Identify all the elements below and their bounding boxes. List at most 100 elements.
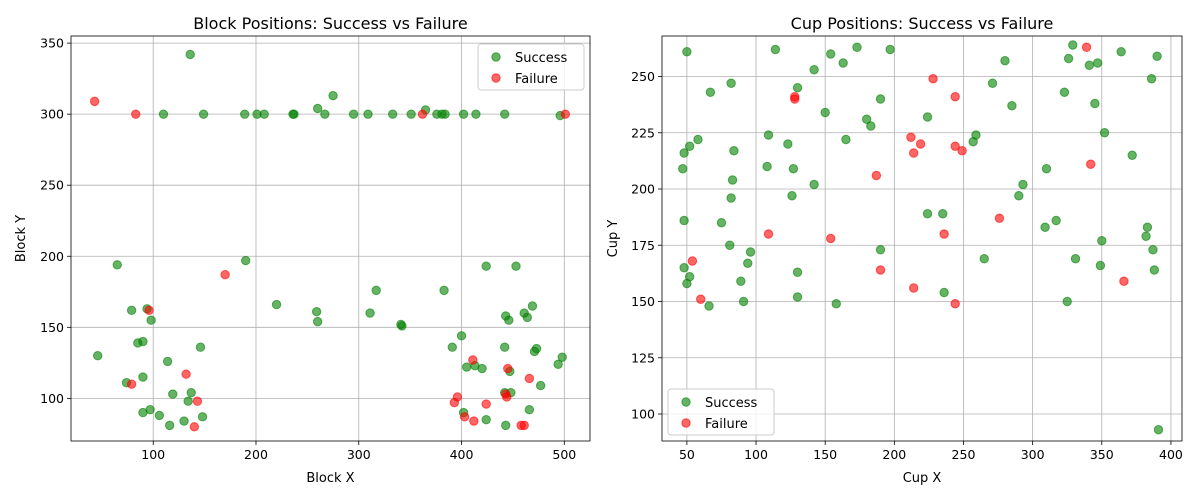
failure-point	[468, 355, 478, 365]
success-point	[522, 312, 533, 323]
failure-point	[144, 305, 154, 315]
success-point	[371, 285, 381, 296]
failure-point	[220, 270, 230, 280]
x-tick-label: 400	[450, 447, 474, 462]
failure-point	[131, 109, 141, 119]
failure-point	[696, 294, 706, 304]
chart-title: Block Positions: Success vs Failure	[193, 14, 468, 33]
failure-point	[503, 363, 513, 374]
failure-point	[826, 233, 836, 244]
legend: Success Failure	[477, 43, 585, 91]
failure-point	[1119, 276, 1129, 286]
success-point	[979, 254, 989, 264]
success-point	[481, 414, 491, 425]
legend-marker-failure	[491, 73, 501, 83]
success-point	[838, 58, 848, 68]
success-point	[1092, 58, 1103, 68]
success-point	[93, 351, 103, 361]
success-point	[320, 109, 330, 119]
success-point	[820, 107, 830, 118]
success-point	[1059, 87, 1070, 97]
failure-point	[502, 392, 512, 402]
success-point	[146, 315, 156, 325]
failure-point	[459, 412, 470, 422]
success-point	[679, 215, 689, 226]
success-point	[971, 130, 981, 140]
success-point	[499, 109, 510, 119]
y-tick-label: 250	[631, 69, 655, 84]
x-axis-label: Block X	[306, 471, 354, 486]
failure-point	[89, 96, 100, 107]
failure-point	[469, 416, 479, 426]
success-point	[783, 139, 793, 149]
success-point	[185, 49, 195, 60]
success-point	[922, 209, 933, 219]
success-point	[729, 146, 739, 156]
success-point	[311, 306, 322, 317]
success-point	[792, 83, 803, 93]
x-tick-label: 100	[744, 447, 768, 462]
success-point	[841, 134, 851, 145]
success-point	[387, 109, 398, 119]
x-tick-label: 200	[244, 447, 268, 462]
success-point	[241, 255, 251, 266]
x-tick-label: 300	[1021, 447, 1045, 462]
legend-label-failure: Failure	[705, 417, 748, 432]
success-point	[826, 49, 836, 59]
success-point	[501, 420, 511, 431]
success-point	[1090, 98, 1100, 109]
legend-label-success: Success	[515, 51, 568, 66]
success-point	[1041, 164, 1052, 174]
x-tick-label: 150	[813, 447, 837, 462]
chart-panel-1: 100 200 300 400 500 100 150 200 250 300 350 Block P…	[14, 14, 591, 486]
success-point	[504, 315, 514, 325]
success-point	[678, 164, 688, 174]
success-point	[939, 287, 949, 298]
success-point	[195, 342, 206, 352]
success-point	[112, 260, 122, 270]
success-point	[406, 109, 416, 119]
y-tick-label: 225	[631, 125, 655, 140]
failure-point	[790, 92, 800, 102]
success-point	[725, 240, 735, 250]
failure-point	[524, 373, 535, 384]
success-point	[1018, 179, 1028, 190]
success-point	[716, 218, 727, 228]
success-point	[198, 109, 209, 119]
failure-point	[950, 299, 960, 309]
success-point	[938, 209, 948, 219]
success-point	[743, 258, 753, 268]
legend-marker-success	[681, 397, 691, 407]
x-tick-label: 400	[1159, 447, 1183, 462]
success-point	[1149, 265, 1160, 275]
success-point	[1014, 191, 1024, 201]
success-point	[397, 321, 407, 331]
success-point	[348, 109, 359, 119]
success-point	[456, 331, 467, 341]
success-point	[1142, 222, 1153, 232]
legend-box	[667, 388, 775, 436]
failure-point	[519, 420, 529, 431]
y-tick-label: 150	[40, 320, 64, 335]
failure-point	[950, 141, 960, 151]
success-point	[736, 276, 746, 286]
success-point	[922, 112, 933, 122]
failure-point	[871, 170, 882, 181]
success-point	[499, 342, 510, 352]
success-point	[557, 352, 567, 362]
x-tick-label: 100	[141, 447, 165, 462]
success-point	[440, 109, 450, 119]
success-point	[745, 247, 756, 257]
success-point	[1040, 222, 1050, 232]
success-point	[1062, 296, 1072, 307]
success-point	[461, 362, 472, 372]
success-point	[477, 363, 487, 374]
success-point	[365, 308, 375, 318]
y-axis-label: Block Y	[14, 215, 29, 262]
success-point	[693, 134, 703, 145]
success-point	[1070, 254, 1081, 264]
success-point	[705, 87, 716, 97]
success-point	[363, 109, 373, 119]
success-point	[726, 78, 736, 88]
success-point	[312, 103, 323, 114]
